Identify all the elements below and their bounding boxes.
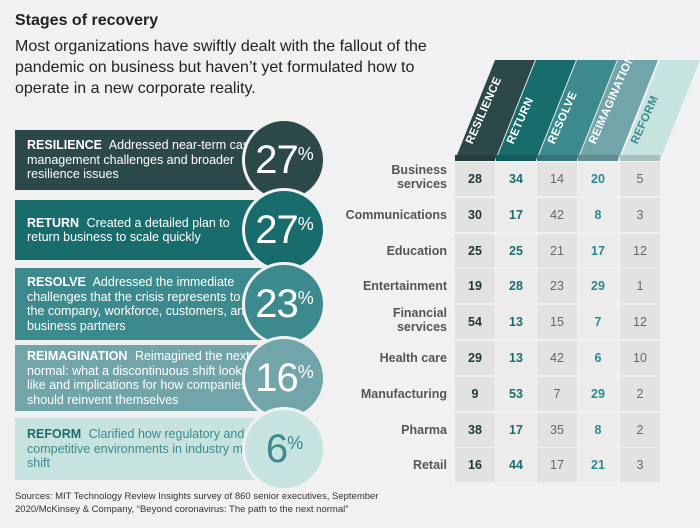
table-cell: 28 [496,269,536,304]
table-cell: 29 [578,376,618,411]
stage-description: Addressed the immediate challenges that … [27,275,252,333]
table-cell: 2 [620,376,660,411]
table-cell: 17 [537,448,577,483]
table-cell: 54 [455,305,495,340]
table-cell: 12 [620,305,660,340]
row-label: Health care [379,351,447,365]
row-label: Business services [391,163,447,191]
stage-card-resolve: RESOLVE Addressed the immediate challeng… [15,268,285,340]
row-label: Retail [412,458,447,473]
stage-description: Clarified how regulatory and competitive… [27,427,257,471]
stage-percent: 6% [242,407,326,491]
table-cell: 28 [455,162,495,196]
chart-title: Stages of recovery [15,12,159,29]
column-header-base [455,155,495,161]
table-cell: 13 [496,341,536,375]
stage-name: RESOLVE [27,275,86,289]
row-label: Financial services [392,306,447,335]
stage-card-return: RETURN Created a detailed plan to return… [15,200,285,260]
table-cell: 21 [537,233,577,268]
table-cell: 9 [455,376,495,411]
stage-card-resilience: RESILIENCE Addressed near-term cash mana… [15,130,285,190]
row-label: Entertainment [362,279,447,294]
table-cell: 29 [455,341,495,375]
table-cell: 17 [578,233,618,268]
table-cell: 42 [537,341,577,375]
chart-subtitle: Most organizations have swiftly dealt wi… [15,38,427,97]
table-cell: 17 [496,197,536,232]
row-label: Manufacturing [360,386,447,401]
table-cell: 44 [496,448,536,483]
table-cell: 15 [537,305,577,340]
column-header-base [578,155,618,161]
table-cell: 53 [496,376,536,411]
table-cell: 25 [496,233,536,268]
table-cell: 8 [578,197,618,232]
table-cell: 29 [578,269,618,304]
stage-name: RESILIENCE [27,138,103,153]
table-cell: 25 [455,233,495,268]
stage-description: Reimagined the next normal: what a disco… [27,349,250,407]
table-cell: 7 [537,376,577,411]
stage-card-reimagination: REIMAGINATION Reimagined the next normal… [15,345,285,411]
column-header-base [537,155,577,161]
table-cell: 7 [578,305,618,340]
source-note: Sources: MIT Technology Review Insights … [15,491,379,515]
stage-description: Addressed near-term cash management chal… [27,138,257,182]
table-cell: 5 [620,162,660,196]
table-cell: 2 [620,412,660,447]
table-cell: 3 [620,448,660,483]
stage-card-reform: REFORM Clarified how regulatory and comp… [15,418,285,480]
table-cell: 19 [455,269,495,304]
table-cell: 14 [537,162,577,196]
column-header-base [620,155,660,161]
table-cell: 6 [578,341,618,375]
table-cell: 1 [620,269,660,304]
column-header-base [496,155,536,161]
table-cell: 21 [578,448,618,483]
table-cell: 3 [620,197,660,232]
column-header-reform: REFORM [620,60,700,160]
table-cell: 12 [620,233,660,268]
table-cell: 38 [455,412,495,447]
table-cell: 8 [578,412,618,447]
stage-name: REFORM [27,427,82,442]
table-cell: 42 [537,197,577,232]
table-cell: 23 [537,269,577,304]
stage-name: REIMAGINATION [27,349,128,363]
table-cell: 34 [496,162,536,196]
table-cell: 13 [496,305,536,340]
stage-description: Created a detailed plan to return busine… [27,215,230,245]
table-cell: 17 [496,412,536,447]
table-cell: 20 [578,162,618,196]
table-cell: 10 [620,341,660,375]
table-cell: 30 [455,197,495,232]
row-label: Pharma [401,422,447,437]
table-cell: 35 [537,412,577,447]
table-cell: 16 [455,448,495,483]
stage-name: RETURN [27,215,80,230]
row-label: Education [386,243,447,258]
stage-percent: 23% [242,262,326,346]
row-label: Communications [345,207,447,222]
stage-percent: 27% [242,188,326,272]
